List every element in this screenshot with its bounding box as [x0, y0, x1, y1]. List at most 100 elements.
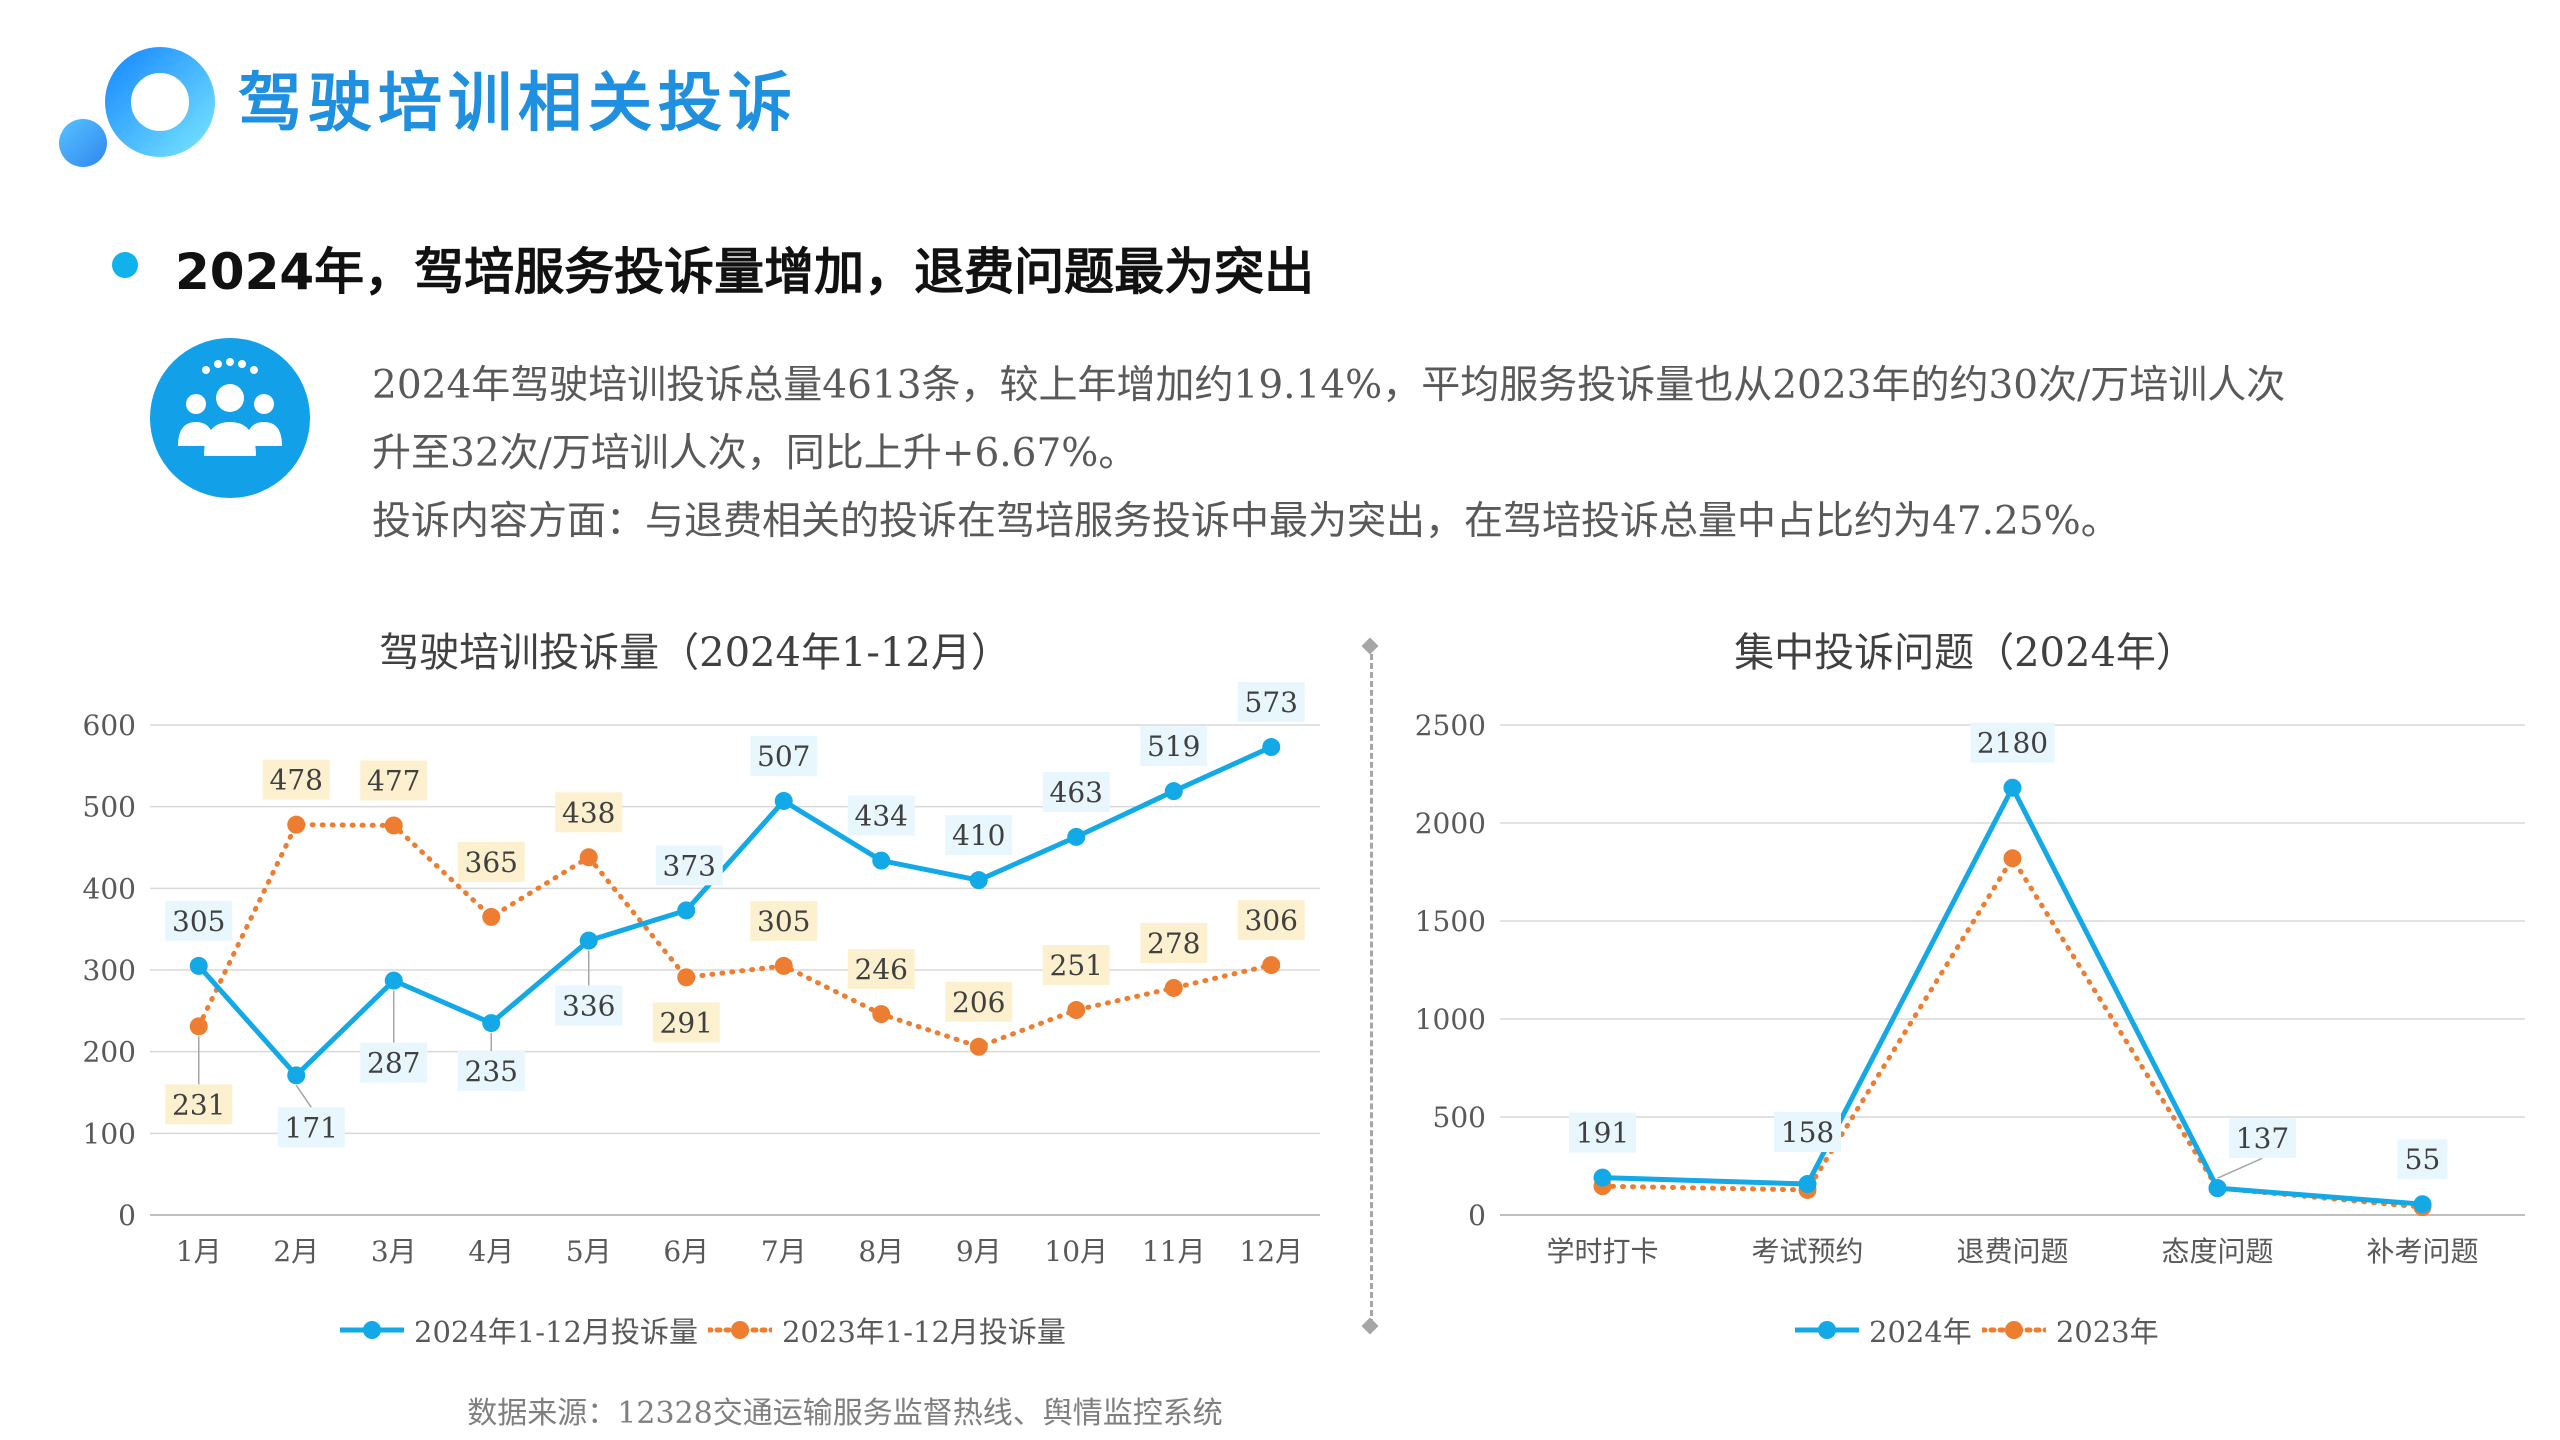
description: 2024年驾驶培训投诉总量4613条，较上年增加约19.14%，平均服务投诉量也…: [372, 352, 2472, 556]
data-point-2024: [287, 1066, 306, 1085]
x-tick-label: 7月: [761, 1235, 807, 1268]
data-label: 336: [562, 990, 615, 1023]
data-label: 231: [172, 1088, 225, 1121]
legend-swatch-2023: [707, 1321, 772, 1339]
data-point-2023: [1262, 956, 1281, 975]
series-line-2023: [1600, 855, 2425, 1210]
data-source: 数据来源：12328交通运输服务监督热线、舆情监控系统: [467, 1396, 1223, 1431]
data-label-bg: [360, 1042, 428, 1083]
data-label-bg: [847, 795, 915, 836]
data-label-bg: [165, 1084, 233, 1125]
y-tick-label: 2500: [1415, 709, 1486, 742]
data-label-bg: [1042, 945, 1110, 986]
headline: 2024年，驾培服务投诉量增加，退费问题最为突出: [175, 243, 1315, 301]
issue-complaints-chart: 集中投诉问题（2024年） 0 500 1000 1500 2000 2500 学时打卡 考试…: [1390, 620, 2540, 1320]
data-label-bg: [1237, 682, 1305, 723]
data-label: 305: [172, 905, 225, 938]
data-point-2024: [1593, 1168, 1612, 1187]
data-label-bg: [655, 845, 723, 886]
data-label: 373: [663, 849, 716, 882]
x-tick-label: 2月: [273, 1235, 319, 1268]
y-tick-label: 0: [118, 1199, 136, 1232]
data-point-2024: [579, 931, 598, 950]
legend-monthly: 2024年1-12月投诉量 2023年1-12月投诉量: [340, 1308, 1066, 1352]
data-point-2024: [969, 871, 988, 890]
data-label-bg: [1774, 1112, 1841, 1153]
x-tick-label: 学时打卡: [1546, 1235, 1658, 1268]
legend-swatch-2023: [1981, 1321, 2046, 1339]
y-tick-label: 0: [1468, 1199, 1486, 1232]
bullet-dot-icon: [112, 252, 138, 278]
x-tick-label: 8月: [858, 1235, 904, 1268]
data-label-bg: [945, 981, 1013, 1022]
y-tick-label: 1500: [1415, 905, 1486, 938]
data-label-bg: [360, 760, 428, 801]
data-label: 171: [285, 1111, 338, 1144]
data-label-bg: [1970, 722, 2055, 763]
chart-title: 集中投诉问题（2024年）: [1734, 630, 2196, 676]
legend-swatch-2024: [1795, 1321, 1859, 1339]
data-point-2023: [189, 1017, 208, 1036]
logo-rings-icon: [59, 47, 215, 167]
legend-label: 2023年: [2055, 1315, 2159, 1349]
data-label: 251: [1050, 949, 1103, 982]
description-line: 投诉内容方面：与退费相关的投诉在驾培服务投诉中最为突出，在驾培投诉总量中占比约为…: [372, 499, 2120, 544]
data-point-2024: [2003, 778, 2022, 797]
y-tick-label: 200: [83, 1036, 136, 1069]
data-label-bg: [457, 841, 525, 882]
data-label-bg: [2229, 1118, 2296, 1159]
data-label: 291: [660, 1006, 713, 1039]
data-point-2024: [1067, 827, 1086, 846]
data-point-2024: [2413, 1195, 2432, 1214]
data-label: 158: [1781, 1116, 1834, 1149]
data-point-2023: [287, 815, 306, 834]
data-label-bg: [750, 900, 818, 941]
chart-title: 驾驶培训投诉量（2024年1-12月）: [379, 630, 1011, 676]
data-point-2023: [482, 907, 501, 926]
data-point-2024: [189, 956, 208, 975]
legend-swatch-2024: [340, 1321, 404, 1339]
data-point-2024: [1164, 782, 1183, 801]
data-label-bg: [1140, 922, 1208, 963]
data-point-2024: [384, 971, 403, 990]
data-point-2024: [2208, 1179, 2227, 1198]
data-label-bg: [555, 985, 623, 1026]
data-point-2023: [2003, 849, 2022, 868]
divider-cap: [1361, 1317, 1379, 1335]
x-tick-label: 态度问题: [2161, 1235, 2273, 1268]
data-point-2024: [677, 901, 696, 920]
x-tick-label: 考试预约: [1751, 1235, 1863, 1268]
data-label: 463: [1050, 776, 1103, 809]
data-label: 278: [1147, 927, 1200, 960]
data-label-bg: [1140, 726, 1208, 767]
issue-complaints-plot: 0 500 1000 1500 2000 2500 学时打卡 考试预约 退费问题 态度问题 补考问题…: [1415, 709, 2525, 1268]
data-label: 365: [465, 846, 518, 879]
x-tick-label: 6月: [663, 1235, 709, 1268]
data-label-bg: [1237, 900, 1305, 941]
data-label-bg: [652, 1002, 720, 1043]
data-label-bg: [165, 900, 233, 941]
monthly-complaints-chart: 驾驶培训投诉量（2024年1-12月） 0 100 200 300 400 500 600 1…: [60, 620, 1330, 1320]
data-point-2023: [774, 956, 793, 975]
data-point-2023: [677, 968, 696, 987]
data-point-2023: [1067, 1001, 1086, 1020]
data-label: 191: [1576, 1117, 1629, 1150]
data-label: 55: [2405, 1143, 2441, 1176]
data-label: 206: [952, 986, 1005, 1019]
data-point-2024: [872, 851, 891, 870]
series-line-2023: [196, 822, 1274, 1050]
x-tick-label: 9月: [956, 1235, 1002, 1268]
x-tick-label: 1月: [176, 1235, 222, 1268]
data-label-bg: [262, 759, 330, 800]
x-tick-label: 4月: [468, 1235, 514, 1268]
data-point-2023: [384, 816, 403, 835]
y-tick-label: 2000: [1415, 807, 1486, 840]
legend-label: 2024年: [1869, 1315, 1972, 1349]
data-label-bg: [750, 735, 818, 776]
data-label: 235: [465, 1055, 518, 1088]
data-point-2024: [1798, 1175, 1817, 1194]
data-label: 477: [367, 764, 420, 797]
monthly-complaints-plot: 0 100 200 300 400 500 600 1月 2月 3月 4月 5月 6月 7月 8月 9月 10月…: [83, 682, 1320, 1268]
data-label: 410: [952, 819, 1005, 852]
legend-label: 2024年1-12月投诉量: [414, 1315, 698, 1349]
